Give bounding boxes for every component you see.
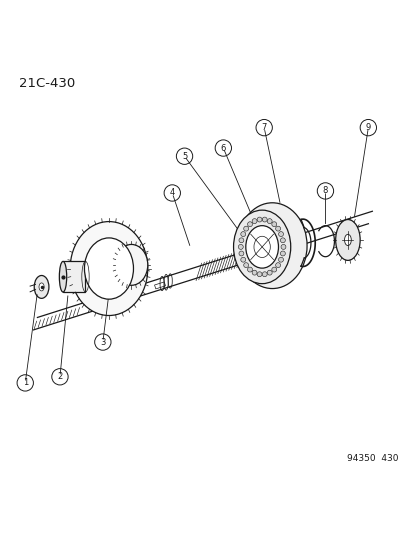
Text: 3: 3 [100,337,105,346]
Text: 1: 1 [23,378,28,387]
Ellipse shape [247,267,252,272]
Text: 4: 4 [169,189,174,198]
Ellipse shape [237,203,306,288]
Ellipse shape [280,251,285,256]
Ellipse shape [238,245,243,249]
Text: 21C-430: 21C-430 [19,77,75,90]
Ellipse shape [240,232,245,237]
Ellipse shape [247,222,252,227]
Ellipse shape [267,219,271,223]
Ellipse shape [256,272,261,277]
Ellipse shape [238,251,243,256]
Ellipse shape [261,272,266,277]
Ellipse shape [280,245,285,249]
Bar [154,282,165,289]
Ellipse shape [70,222,147,316]
Ellipse shape [271,267,276,272]
Ellipse shape [115,245,147,285]
Ellipse shape [245,225,278,268]
Text: 2: 2 [57,372,62,381]
Ellipse shape [233,210,290,284]
Ellipse shape [243,226,248,231]
Ellipse shape [261,217,266,222]
Text: 9: 9 [365,123,370,132]
Ellipse shape [278,257,283,262]
Ellipse shape [252,219,256,223]
Ellipse shape [278,232,283,237]
Ellipse shape [59,261,66,292]
Ellipse shape [267,270,271,275]
Ellipse shape [34,276,49,298]
Ellipse shape [252,270,256,275]
Text: 8: 8 [322,187,328,196]
Ellipse shape [84,238,133,299]
Ellipse shape [344,235,351,246]
Ellipse shape [335,220,359,261]
Ellipse shape [275,226,280,231]
Text: 94350  430: 94350 430 [347,454,398,463]
Ellipse shape [271,222,276,227]
Bar [63,261,85,292]
Text: 5: 5 [181,152,187,161]
Ellipse shape [256,217,261,222]
Ellipse shape [253,236,270,257]
Ellipse shape [280,238,285,243]
Text: 7: 7 [261,123,266,132]
Ellipse shape [275,263,280,268]
Text: 6: 6 [220,143,225,152]
Ellipse shape [240,257,245,262]
Ellipse shape [243,263,248,268]
Ellipse shape [39,283,44,291]
Ellipse shape [238,238,243,243]
